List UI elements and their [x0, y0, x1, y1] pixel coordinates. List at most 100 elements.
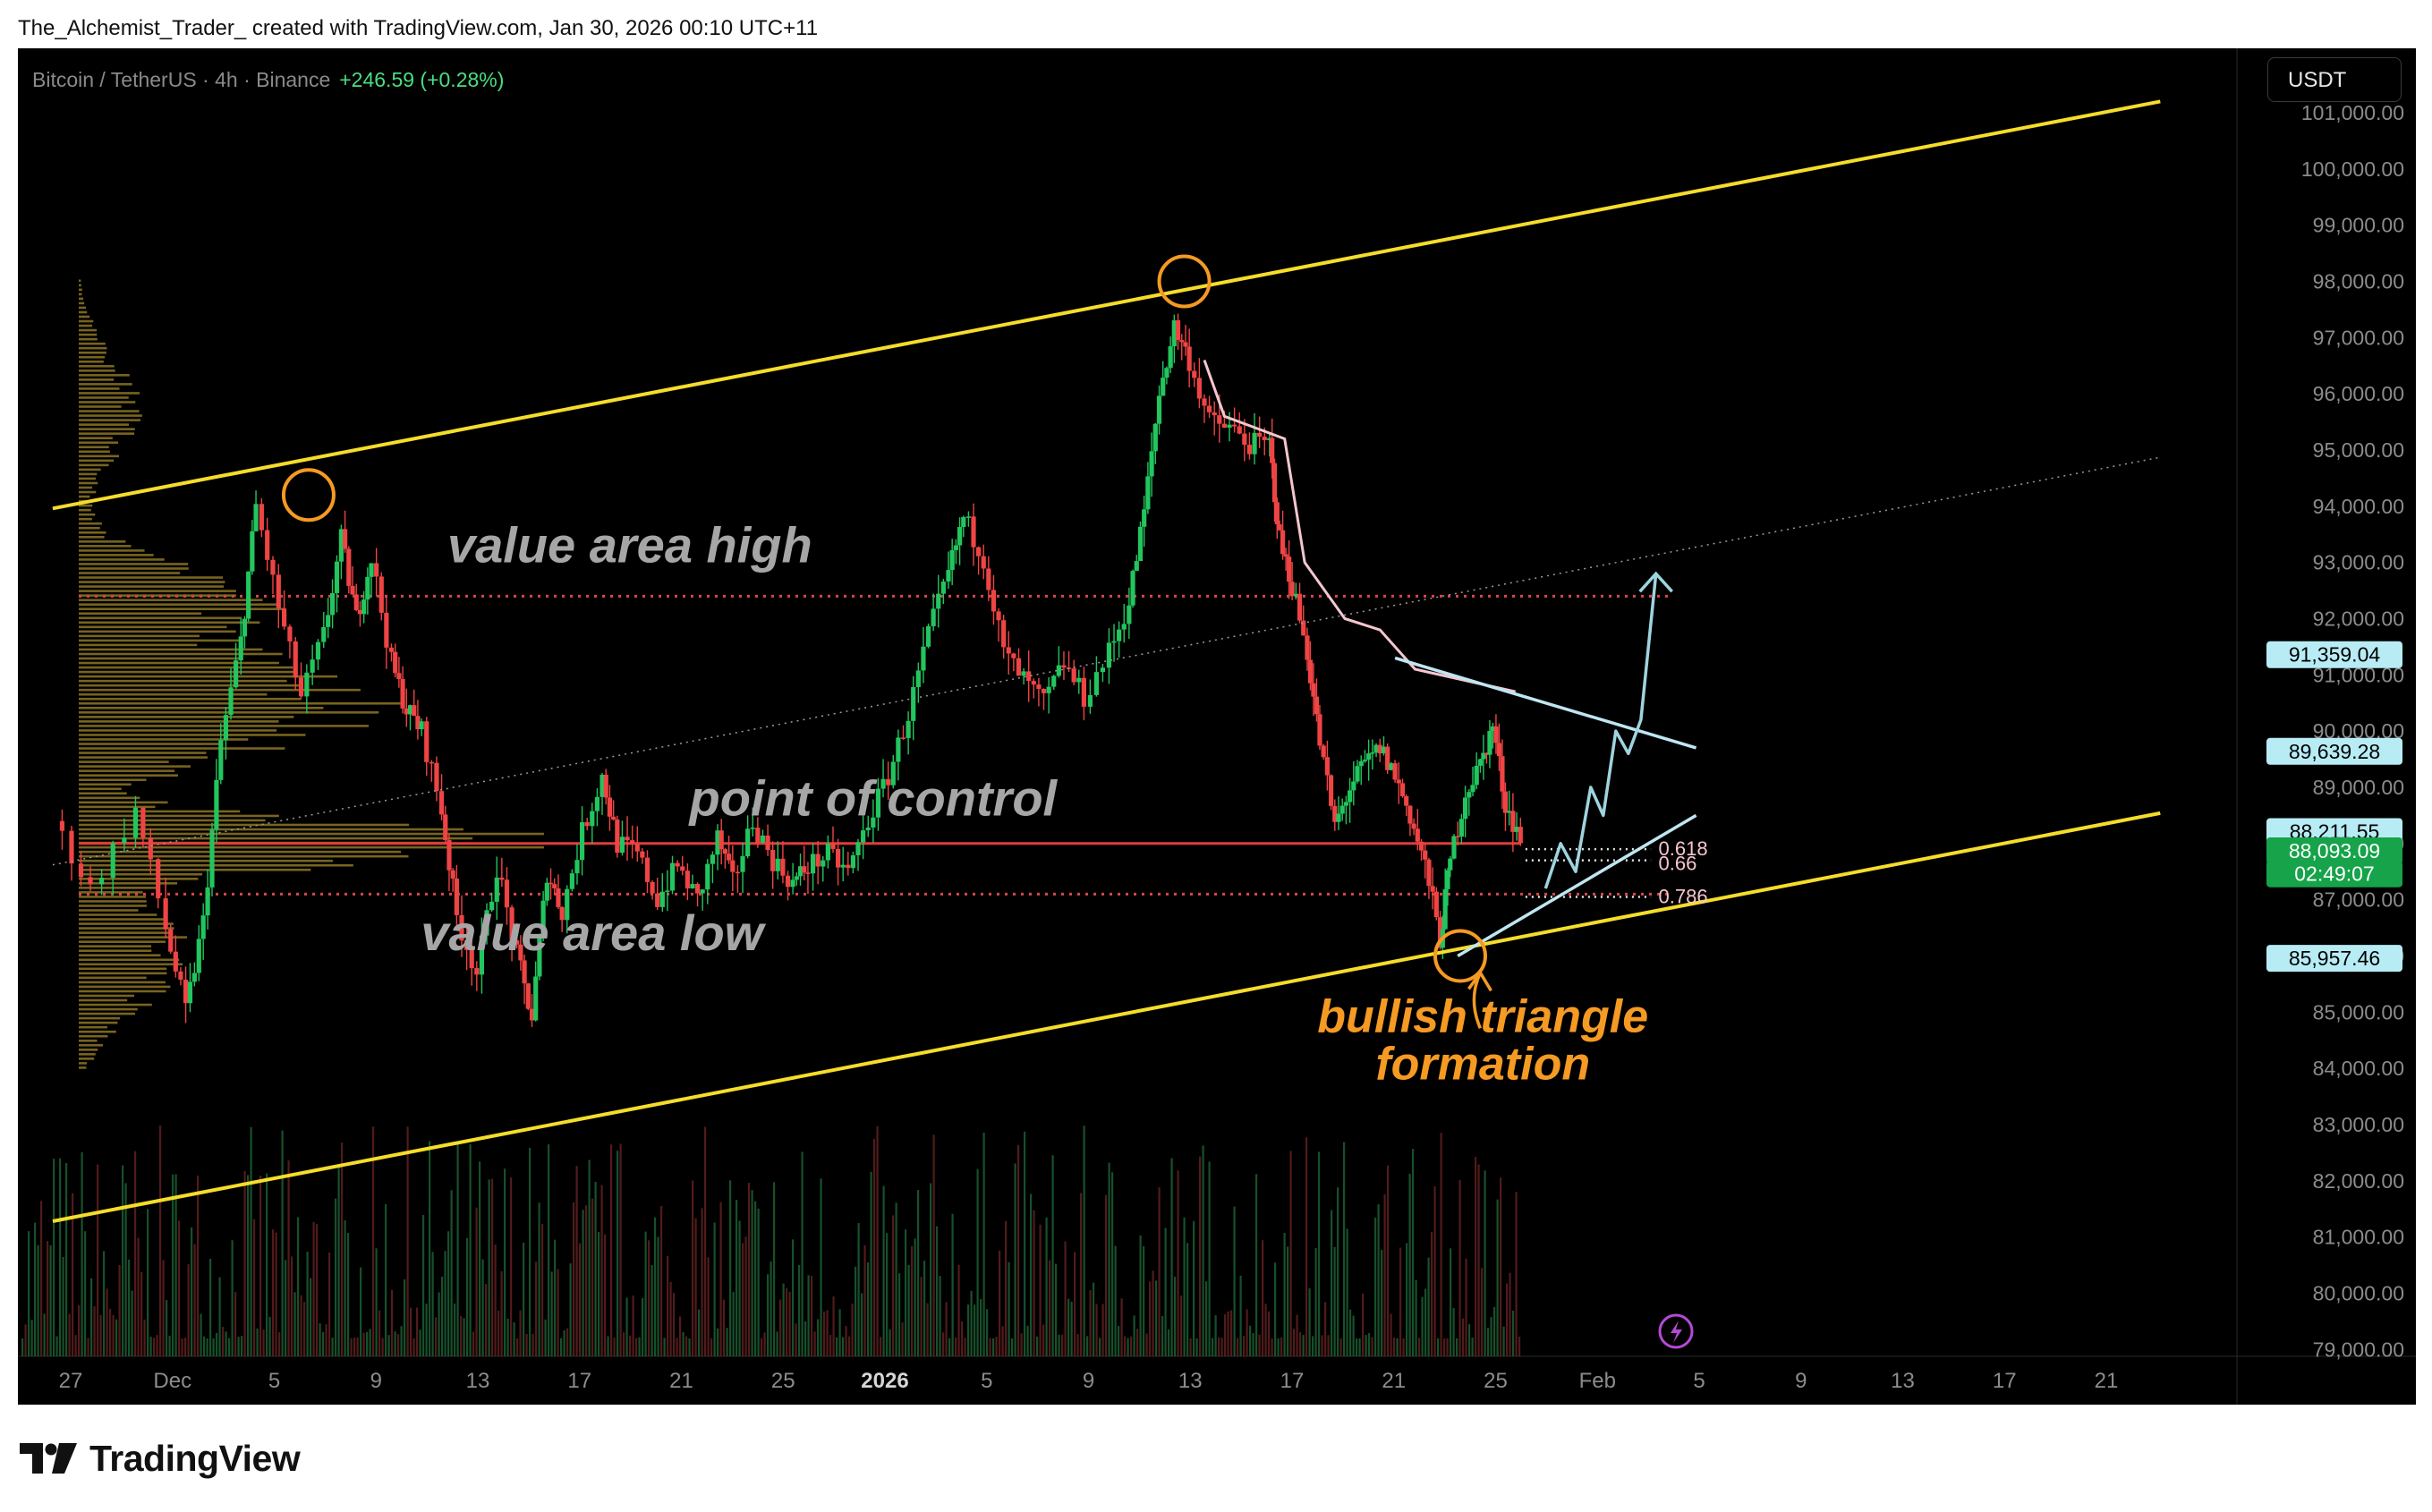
candle-body [1021, 671, 1026, 676]
candle-body [915, 670, 921, 687]
volume-profile-bar [79, 383, 132, 386]
volume-bar [1440, 1133, 1442, 1356]
volume-bar [957, 1264, 960, 1356]
candle-body [1196, 378, 1202, 399]
volume-profile-bar [79, 310, 88, 314]
volume-bar [74, 1335, 77, 1356]
candle-body [1385, 746, 1390, 770]
candle-body [1351, 781, 1356, 791]
currency-button[interactable]: USDT [2267, 57, 2402, 102]
volume-bar [168, 1335, 171, 1356]
candle-body [1518, 827, 1523, 844]
volume-bar [723, 1299, 726, 1356]
volume-bar [1026, 1325, 1029, 1356]
chart-panel[interactable]: 0.618 0.66 0.786 value area high point of co… [18, 48, 2416, 1405]
candle-body [443, 814, 448, 841]
volume-bar [644, 1231, 647, 1356]
volume-profile-bar [79, 1039, 98, 1042]
candle-body [965, 516, 971, 518]
volume-bar [617, 1151, 619, 1356]
candle-body [1442, 888, 1448, 930]
symbol-name: Bitcoin / TetherUS · 4h · Binance [32, 68, 331, 91]
candle-body [1232, 424, 1237, 427]
volume-profile-bar [79, 319, 94, 323]
price-tick-label: 83,000.00 [2313, 1113, 2404, 1136]
candle-body [183, 979, 189, 1004]
volume-profile-bar [79, 648, 263, 651]
volume-profile-bar [79, 639, 240, 642]
time-tick-label: 9 [1795, 1369, 1807, 1393]
candles [59, 313, 1523, 1027]
volume-bar [172, 1174, 174, 1356]
volume-bar [585, 1205, 588, 1356]
volume-bar [259, 1175, 262, 1356]
candle-body [407, 705, 413, 715]
time-tick-label: 2026 [861, 1369, 908, 1393]
candle-body [1164, 368, 1169, 378]
candle-body [775, 858, 780, 871]
volume-profile-bar [79, 370, 115, 372]
candle-body [1175, 320, 1181, 341]
candle-body [1481, 752, 1486, 760]
candle-body [548, 882, 554, 885]
candle-body [1293, 593, 1298, 597]
price-tick-label: 95,000.00 [2313, 438, 2404, 462]
volume-bar [1327, 1335, 1330, 1356]
candle-body [815, 854, 821, 867]
candle-body [1462, 797, 1468, 820]
volume-bar [1105, 1194, 1108, 1356]
candle-body [835, 848, 841, 868]
volume-profile-bar [79, 909, 139, 912]
volume-bar [87, 1338, 89, 1356]
volume-bar [848, 1336, 851, 1356]
candle-body [770, 850, 776, 871]
tradingview-wordmark: TradingView [89, 1437, 301, 1479]
candle-body [404, 708, 409, 715]
volume-profile-bar [79, 401, 136, 403]
volume-profile-bar [79, 432, 135, 435]
volume-bar [738, 1220, 741, 1356]
volume-bar [1308, 1288, 1311, 1356]
candle-body [785, 875, 791, 888]
candle-body [640, 851, 645, 858]
volume-bar [1477, 1164, 1480, 1356]
volume-bar [754, 1201, 757, 1356]
volume-bar [1205, 1281, 1208, 1356]
volume-profile [79, 279, 544, 1069]
volume-bar [137, 1237, 140, 1356]
volume-bar [936, 1226, 939, 1356]
volume-bar [920, 1277, 923, 1356]
candle-body [187, 981, 193, 1004]
volume-bar [412, 1338, 415, 1356]
volume-profile-bar [79, 887, 157, 889]
volume-bar [1155, 1280, 1158, 1356]
volume-bar [488, 1179, 490, 1356]
candle-body [1202, 398, 1207, 406]
tradingview-logo[interactable]: TradingView [20, 1437, 301, 1479]
volume-bar [776, 1331, 778, 1356]
candle-body [886, 778, 891, 786]
candle-body [625, 837, 630, 841]
volume-bar [876, 1126, 879, 1356]
volume-bar [588, 1159, 591, 1356]
volume-bar [1302, 1335, 1305, 1356]
volume-bar [642, 1297, 644, 1356]
volume-profile-bar [79, 688, 361, 692]
volume-profile-bar [79, 576, 224, 579]
price-tick-label: 97,000.00 [2313, 326, 2404, 349]
price-tick-label: 101,000.00 [2301, 101, 2404, 124]
volume-bar [1118, 1325, 1120, 1356]
candle-body [518, 944, 523, 961]
volume-bar [140, 1271, 143, 1356]
volume-bar [1296, 1314, 1298, 1356]
candle-body [234, 660, 239, 688]
volume-bar [1437, 1338, 1440, 1356]
time-tick-label: 13 [1891, 1369, 1915, 1393]
volume-profile-bar [79, 1030, 116, 1033]
volume-bar [591, 1198, 594, 1356]
candle-body [223, 715, 229, 741]
candle-body [412, 705, 417, 717]
candle-body [1496, 743, 1502, 757]
volume-bar [982, 1132, 985, 1356]
